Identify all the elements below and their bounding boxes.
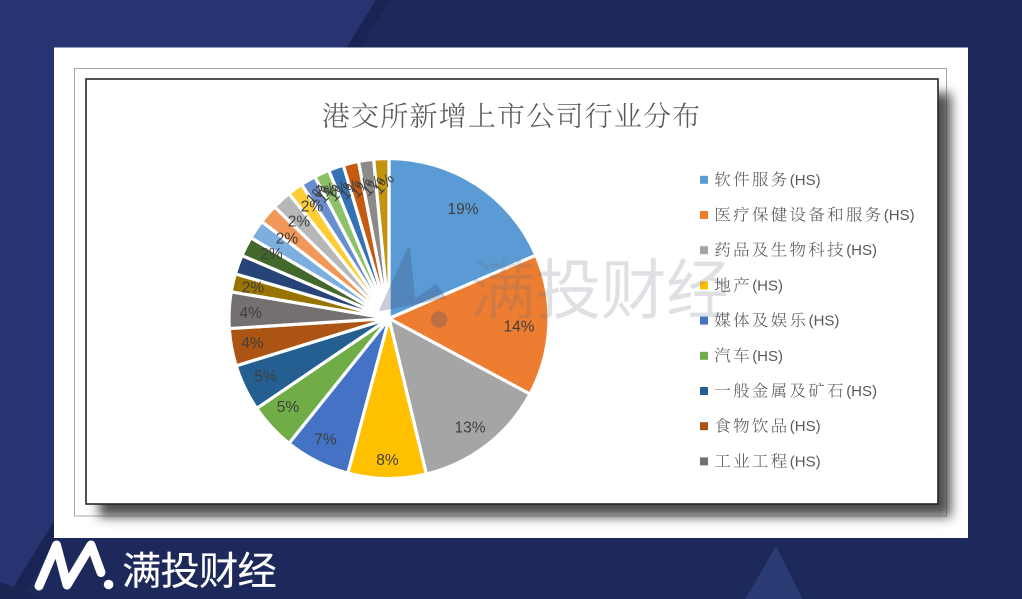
- svg-text:(HS): (HS): [884, 207, 915, 224]
- svg-text:(HS): (HS): [752, 348, 783, 365]
- svg-text:5%: 5%: [254, 369, 277, 386]
- svg-text:2%: 2%: [315, 184, 338, 201]
- svg-text:(HS): (HS): [809, 313, 840, 330]
- svg-text:(HS): (HS): [790, 418, 821, 435]
- svg-text:2%: 2%: [288, 214, 311, 231]
- svg-text:(HS): (HS): [790, 453, 821, 470]
- svg-text:2%: 2%: [301, 199, 324, 216]
- svg-text:(HS): (HS): [846, 242, 877, 259]
- svg-text:(HS): (HS): [790, 172, 821, 189]
- svg-text:8%: 8%: [376, 452, 399, 469]
- svg-text:7%: 7%: [314, 432, 337, 449]
- svg-text:13%: 13%: [454, 420, 485, 437]
- svg-text:(HS): (HS): [846, 383, 877, 400]
- svg-text:4%: 4%: [241, 335, 264, 352]
- svg-text:19%: 19%: [447, 201, 478, 218]
- svg-text:(HS): (HS): [752, 277, 783, 294]
- svg-text:2%: 2%: [276, 231, 299, 248]
- svg-text:5%: 5%: [277, 399, 300, 416]
- svg-text:2%: 2%: [260, 246, 283, 263]
- svg-text:2%: 2%: [242, 280, 265, 297]
- svg-text:4%: 4%: [239, 305, 262, 322]
- svg-text:14%: 14%: [503, 319, 534, 336]
